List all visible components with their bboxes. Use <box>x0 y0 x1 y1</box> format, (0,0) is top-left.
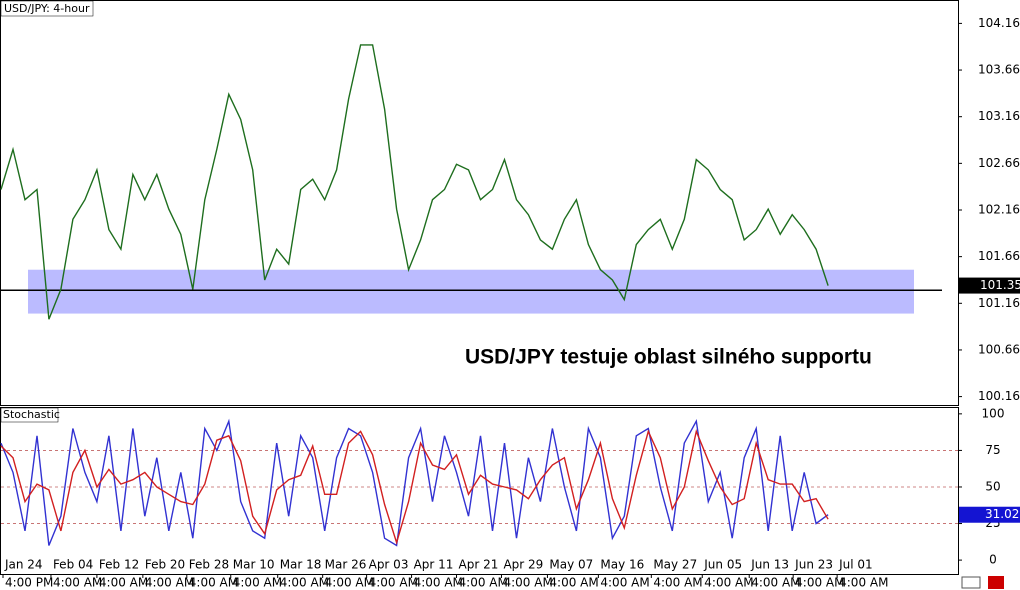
x-tick-label: May 16 <box>600 558 644 572</box>
x-tick-label: May 07 <box>549 558 593 572</box>
x-tick-time: 4:00 PM <box>5 576 53 590</box>
x-tick-label: Apr 21 <box>459 558 499 572</box>
icon-close[interactable] <box>988 576 1004 589</box>
x-tick-label: Feb 20 <box>145 558 185 572</box>
x-tick-time: 4:00 AM <box>99 576 148 590</box>
x-tick-label: Jun 05 <box>703 558 742 572</box>
x-tick-time: 4:00 AM <box>459 576 508 590</box>
x-tick-time: 4:00 AM <box>600 576 649 590</box>
annotation: USD/JPY testuje oblast silného supportu <box>465 346 872 369</box>
stochastic-panel-frame <box>0 407 959 575</box>
y-tick-label: 0 <box>989 553 997 567</box>
x-tick-label: Mar 10 <box>233 558 275 572</box>
y-tick-label: 101.66 <box>978 249 1020 263</box>
last-price-label: 101.35 <box>980 278 1020 292</box>
y-tick-label: 50 <box>985 479 1000 493</box>
x-tick-time: 4:00 AM <box>549 576 598 590</box>
x-tick-time: 4:00 AM <box>53 576 102 590</box>
last-price-box <box>959 277 1020 294</box>
x-tick-time: 4:00 AM <box>233 576 282 590</box>
y-tick-label: 103.66 <box>978 63 1020 77</box>
x-tick-label: Jun 23 <box>794 558 833 572</box>
x-tick-label: Jul 01 <box>838 558 873 572</box>
x-tick-label: Mar 18 <box>280 558 322 572</box>
x-tick-time: 4:00 AM <box>751 576 800 590</box>
x-tick-label: Mar 26 <box>325 558 367 572</box>
x-tick-time: 4:00 AM <box>704 576 753 590</box>
x-tick-label: Feb 12 <box>99 558 139 572</box>
x-tick-time: 4:00 AM <box>839 576 888 590</box>
y-tick-label: 103.16 <box>978 109 1020 123</box>
x-tick-label: Apr 29 <box>503 558 543 572</box>
price-panel-frame <box>0 0 959 406</box>
x-tick-time: 4:00 AM <box>280 576 329 590</box>
y-tick-label: 100 <box>982 406 1005 420</box>
icon-link[interactable] <box>961 576 981 589</box>
series-line <box>0 429 829 546</box>
x-tick-label: Feb 04 <box>53 558 93 572</box>
x-tick-time: 4:00 AM <box>189 576 238 590</box>
x-tick-time: 4:00 AM <box>795 576 844 590</box>
title-box <box>0 0 94 17</box>
series-line <box>0 418 829 547</box>
x-tick-time: 4:00 AM <box>369 576 418 590</box>
y-tick-label: 102.16 <box>978 202 1020 216</box>
x-tick-label: May 27 <box>653 558 697 572</box>
y-tick-label: 100.66 <box>978 342 1020 356</box>
indicator-title: Stochastic <box>3 408 60 421</box>
chart-title: USD/JPY: 4-hour <box>4 2 90 15</box>
series-line <box>0 44 829 320</box>
x-tick-label: Apr 11 <box>414 558 454 572</box>
x-tick-label: Apr 03 <box>369 558 409 572</box>
x-tick-label: Feb 28 <box>189 558 229 572</box>
y-tick-label: 100.16 <box>978 389 1020 403</box>
y-tick-label: 102.66 <box>978 156 1020 170</box>
x-tick-label: Jun 13 <box>750 558 789 572</box>
x-tick-time: 4:00 AM <box>325 576 374 590</box>
plot-layer: 100.16 100.66 101.16 101.66 102.16 102.66 103.… <box>0 16 1020 590</box>
y-tick-label: 104.16 <box>978 16 1020 30</box>
last-stoch-box <box>959 506 1020 523</box>
x-tick-time: 4:00 AM <box>653 576 702 590</box>
last-stoch-label: 31.02 <box>985 507 1019 521</box>
toolbar-icons <box>961 576 1004 589</box>
y-tick-label: 101.16 <box>978 296 1020 310</box>
y-tick-label: 75 <box>985 443 1000 457</box>
x-tick-time: 4:00 AM <box>414 576 463 590</box>
x-tick-label: Jan 24 <box>4 558 43 572</box>
x-tick-time: 4:00 AM <box>145 576 194 590</box>
support-zone <box>28 269 914 314</box>
x-tick-time: 4:00 AM <box>503 576 552 590</box>
indicator-title-box <box>0 407 59 423</box>
